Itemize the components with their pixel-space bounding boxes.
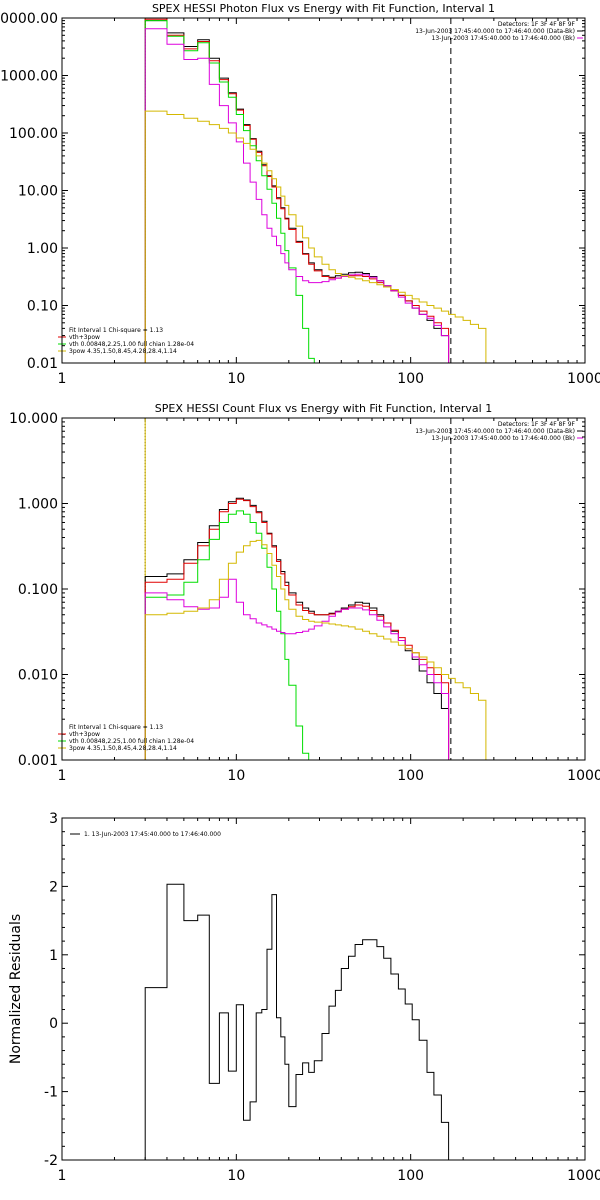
chart-panel-1: SPEX HESSI Photon Flux vs Energy with Fi… xyxy=(0,2,600,387)
series-line-1 xyxy=(144,883,456,1160)
info-text: 13-Jun-2003 17:45:40.000 to 17:46:40.000… xyxy=(432,35,575,42)
y-tick-label: 3 xyxy=(49,811,58,827)
y-tick-label: 1000.00 xyxy=(0,69,58,85)
x-tick-label: 100 xyxy=(397,768,424,784)
info-text: Detectors: 1F 3F 4F 8F 9F xyxy=(498,421,576,428)
x-tick-label: 100 xyxy=(397,1168,424,1184)
legend-label: Fit Interval 1 Chi-square = 1.13 xyxy=(69,724,163,731)
info-text: 13-Jun-2003 17:45:40.000 to 17:46:40.000… xyxy=(415,28,575,35)
x-tick-label: 1000 xyxy=(567,371,600,387)
y-tick-label: 1 xyxy=(49,948,58,964)
legend-label: vth 0.00848,2.25,1.00 full chian 1.28e-0… xyxy=(69,738,194,745)
series-line-3 xyxy=(144,20,322,363)
legend-label: Fit Interval 1 Chi-square = 1.13 xyxy=(69,327,163,334)
x-tick-label: 10 xyxy=(227,371,245,387)
x-tick-label: 10 xyxy=(227,768,245,784)
series-line-1 xyxy=(144,20,456,363)
x-tick-label: 10 xyxy=(227,1168,245,1184)
y-tick-label: 0.001 xyxy=(18,753,58,769)
plot-frame xyxy=(61,417,586,761)
info-text: Detectors: 1F 3F 4F 8F 9F xyxy=(498,21,576,28)
y-tick-label: 2 xyxy=(49,879,58,895)
x-tick-label: 1 xyxy=(58,768,67,784)
info-text: 13-Jun-2003 17:45:40.000 to 17:46:40.000… xyxy=(415,428,575,435)
chart-title: SPEX HESSI Photon Flux vs Energy with Fi… xyxy=(152,2,495,15)
legend-label: 1. 13-Jun-2003 17:45:40.000 to 17:46:40.… xyxy=(84,831,221,838)
info-text: 13-Jun-2003 17:45:40.000 to 17:46:40.000… xyxy=(432,435,575,442)
x-tick-label: 1000 xyxy=(567,1168,600,1184)
chart-panel-2: SPEX HESSI Count Flux vs Energy with Fit… xyxy=(9,402,600,784)
series-line-3 xyxy=(144,510,310,760)
legend-label: 3pow 4.35,1.50,8.45,4.28,28.4,1.14 xyxy=(69,745,177,752)
y-tick-label: 0.10 xyxy=(27,299,58,315)
series-line-5 xyxy=(144,110,492,363)
series-line-1 xyxy=(144,497,456,760)
series-line-4 xyxy=(144,578,456,760)
y-tick-label: 0.01 xyxy=(27,356,58,372)
y-tick-label: 1.00 xyxy=(27,241,58,257)
y-tick-label: 100.00 xyxy=(9,126,58,142)
y-tick-label: 1.000 xyxy=(18,497,58,513)
y-tick-label: 0 xyxy=(49,1016,58,1032)
y-tick-label: -2 xyxy=(44,1153,58,1169)
y-tick-label: 0.100 xyxy=(18,582,58,598)
y-tick-label: 10.000 xyxy=(9,411,58,427)
y-axis-label: Normalized Residuals xyxy=(8,914,24,1064)
legend-label: 3pow 4.35,1.50,8.45,4.28,28.4,1.14 xyxy=(69,348,177,355)
series-line-2 xyxy=(144,498,456,760)
chart-title: SPEX HESSI Count Flux vs Energy with Fit… xyxy=(155,402,492,415)
legend-label: vth 0.00848,2.25,1.00 full chian 1.28e-0… xyxy=(69,341,194,348)
y-tick-label: -1 xyxy=(44,1085,58,1101)
series-line-5 xyxy=(144,539,492,760)
legend-label: vth+3pow xyxy=(69,334,100,341)
x-tick-label: 1000 xyxy=(567,768,600,784)
x-tick-label: 1 xyxy=(58,371,67,387)
series-line-2 xyxy=(144,18,456,363)
plot-frame xyxy=(61,17,586,364)
plot-frame xyxy=(61,817,586,1161)
legend-label: vth+3pow xyxy=(69,731,100,738)
chart-panel-3: 1 10 100 1000 -2 -1 0 1 2 3 Normalized Residuals 1.… xyxy=(8,811,600,1184)
y-tick-label: 10.00 xyxy=(18,184,58,200)
x-tick-label: 100 xyxy=(397,371,424,387)
y-tick-label: 0.010 xyxy=(18,668,58,684)
x-tick-label: 1 xyxy=(58,1168,67,1184)
series-line-4 xyxy=(144,28,456,363)
